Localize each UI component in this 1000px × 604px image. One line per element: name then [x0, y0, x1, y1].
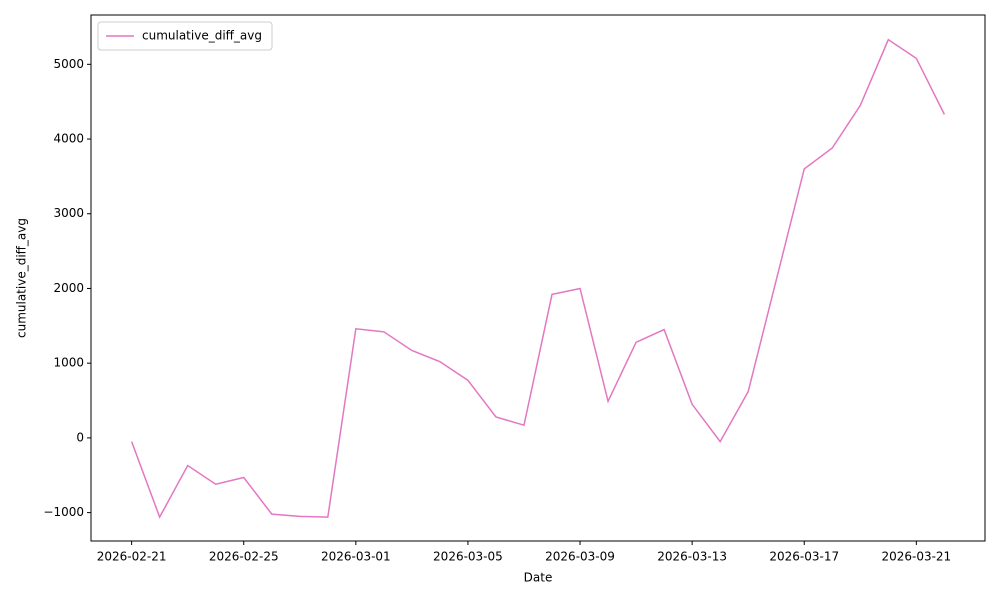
y-tick-label: −1000	[43, 505, 84, 519]
y-tick-label: 5000	[53, 57, 84, 71]
y-axis-label: cumulative_diff_avg	[15, 218, 29, 338]
x-tick-label: 2026-03-21	[881, 550, 951, 564]
x-tick-label: 2026-03-17	[769, 550, 839, 564]
x-tick-label: 2026-03-09	[545, 550, 615, 564]
x-tick-label: 2026-03-13	[657, 550, 727, 564]
x-tick-label: 2026-02-21	[97, 550, 167, 564]
y-tick-label: 0	[76, 430, 84, 444]
y-tick-label: 3000	[53, 206, 84, 220]
x-tick-label: 2026-03-05	[433, 550, 503, 564]
legend: cumulative_diff_avg	[97, 21, 273, 51]
x-axis-label: Date	[524, 571, 553, 585]
x-tick-label: 2026-02-25	[209, 550, 279, 564]
x-tick-label: 2026-03-01	[321, 550, 391, 564]
plot-frame	[90, 14, 986, 542]
y-tick-label: 4000	[53, 132, 84, 146]
legend-label: cumulative_diff_avg	[142, 29, 262, 43]
y-tick-label: 1000	[53, 356, 84, 370]
y-tick-label: 2000	[53, 281, 84, 295]
legend-box	[97, 21, 273, 51]
data-line	[130, 38, 946, 519]
